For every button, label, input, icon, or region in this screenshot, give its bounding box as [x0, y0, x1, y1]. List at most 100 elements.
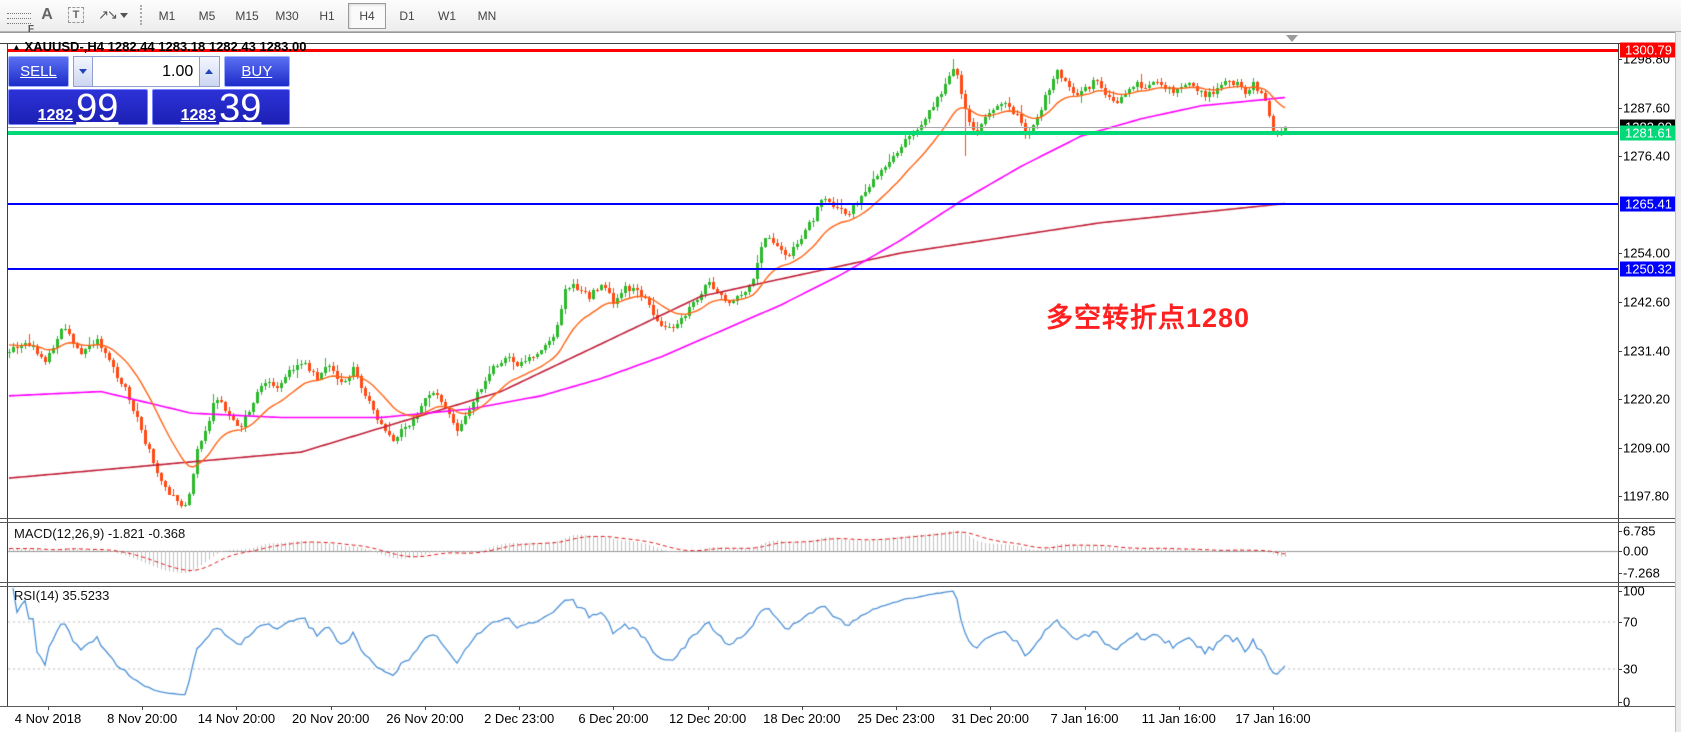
axis-tick [1618, 622, 1622, 623]
time-label: 7 Jan 16:00 [1050, 711, 1119, 726]
horizontal-line-1300.79[interactable] [8, 49, 1618, 52]
price-tick-label: 1276.40 [1623, 148, 1670, 164]
chart-shift-marker[interactable] [1286, 35, 1298, 42]
separator[interactable] [0, 522, 1675, 523]
price-badge: 1281.61 [1620, 125, 1677, 141]
time-label: 11 Jan 16:00 [1141, 711, 1216, 726]
triangle-up-icon [205, 69, 214, 74]
time-tick [707, 706, 709, 710]
price-tick-label: 1209.00 [1623, 440, 1670, 456]
axis-tick [1618, 302, 1622, 303]
rsi-axis-label: 100 [1623, 583, 1645, 599]
time-tick [1178, 706, 1180, 710]
fibonacci-icon-letter: F [27, 24, 34, 35]
separator[interactable] [0, 518, 1675, 519]
horizontal-line-1283[interactable] [8, 127, 1618, 128]
plot-right-border [1618, 43, 1619, 706]
sell-price-big: 99 [76, 87, 119, 129]
time-tick [48, 706, 49, 710]
tf-button-m1[interactable]: M1 [158, 9, 176, 23]
time-label: 8 Nov 20:00 [107, 711, 178, 726]
axis-tick [1618, 530, 1622, 532]
separator[interactable] [0, 582, 1675, 583]
text-tool-icon[interactable]: A [41, 6, 53, 23]
plot-left-border [7, 43, 8, 706]
symbol-name: XAUUSD-,H4 [24, 39, 105, 54]
sell-price-box[interactable]: 1282 99 [8, 87, 148, 129]
macd-label: MACD(12,26,9) -1.821 -0.368 [14, 526, 186, 541]
axis-tick [1618, 551, 1622, 552]
time-label: 6 Dec 20:00 [578, 711, 649, 726]
price-tick-label: 1254.00 [1623, 245, 1670, 261]
volume-input[interactable] [93, 56, 200, 87]
time-tick [1084, 706, 1086, 710]
tf-button-m30[interactable]: M30 [275, 9, 299, 23]
axis-tick [1618, 448, 1622, 449]
time-label: 20 Nov 20:00 [292, 711, 370, 726]
plot-top-border [0, 43, 1675, 44]
macd-axis-label: 6.785 [1623, 523, 1656, 538]
axis-tick [1618, 108, 1622, 109]
chart-annotation-text: 多空转折点1280 [1046, 303, 1251, 333]
arrows-tool-icon[interactable]: ↗↘ [96, 3, 130, 27]
chart-canvas[interactable] [0, 32, 1681, 732]
buy-button[interactable]: BUY [223, 56, 290, 87]
price-tick-label: 1231.40 [1623, 343, 1670, 359]
tf-button-m5[interactable]: M5 [198, 9, 216, 23]
horizontal-line-1281.61[interactable] [8, 131, 1618, 135]
window-right-edge [1675, 32, 1681, 732]
horizontal-line-1250.32[interactable] [8, 268, 1618, 270]
axis-tick [1618, 496, 1622, 497]
buy-price-small: 1283 [180, 107, 217, 124]
time-tick [613, 706, 615, 710]
tf-button-w1[interactable]: W1 [438, 9, 456, 23]
tf-button-h4[interactable]: H4 [348, 3, 386, 29]
price-tick-label: 1197.80 [1623, 488, 1670, 504]
axis-tick [1618, 399, 1622, 400]
axis-tick [1618, 591, 1622, 592]
volume-increase-button[interactable] [199, 56, 220, 87]
time-tick [424, 706, 426, 710]
time-tick [990, 706, 992, 710]
ohlc-values: 1282.44 1283.18 1282.43 1283.00 [107, 39, 307, 54]
axis-tick [1618, 702, 1622, 703]
price-badge: 1300.79 [1620, 42, 1677, 58]
tf-button-m15[interactable]: M15 [235, 9, 259, 23]
time-label: 18 Dec 20:00 [763, 711, 841, 726]
sell-button[interactable]: SELL [8, 56, 69, 87]
tf-button-d1[interactable]: D1 [399, 9, 415, 23]
buy-price-box[interactable]: 1283 39 [152, 89, 290, 127]
price-badge: 1250.32 [1620, 261, 1677, 277]
chart-window: 1298.80 1287.60 1276.40 1254.00 1242.60 1231.… [0, 32, 1681, 732]
price-badge: 1265.41 [1620, 196, 1677, 212]
chart-title: ▲ XAUUSD-,H4 1282.44 1283.18 1282.43 128… [12, 39, 306, 54]
label-tool-icon[interactable]: T [64, 3, 88, 27]
axis-tick [1618, 253, 1622, 254]
toolbar: F A T ↗↘ M1 M5 M15 M30 H1 H4 D1 W1 MN [0, 0, 1681, 35]
time-label: 17 Jan 16:00 [1235, 711, 1311, 726]
chevron-down-icon [119, 12, 128, 18]
separator[interactable] [0, 586, 1675, 587]
time-label: 26 Nov 20:00 [386, 711, 464, 726]
rsi-label: RSI(14) 35.5233 [14, 588, 110, 603]
horizontal-line-1265.41[interactable] [8, 203, 1618, 205]
time-label: 2 Dec 23:00 [484, 711, 555, 726]
tf-button-h1[interactable]: H1 [319, 9, 335, 23]
price-tick-label: 1220.20 [1623, 391, 1670, 407]
tf-button-mn[interactable]: MN [477, 9, 497, 23]
fibonacci-icon[interactable]: F [4, 3, 34, 35]
toolbar-separator [140, 5, 142, 25]
price-tick-label: 1242.60 [1623, 294, 1670, 310]
rsi-axis-label: 70 [1623, 614, 1638, 630]
volume-decrease-button[interactable] [72, 56, 94, 87]
price-tick-label: 1287.60 [1623, 100, 1670, 116]
sell-price-small: 1282 [37, 107, 74, 124]
time-axis-line [0, 706, 1675, 707]
time-tick [519, 706, 521, 710]
time-tick [236, 706, 238, 710]
time-label: 4 Nov 2018 [14, 711, 82, 726]
symbol-triangle-icon: ▲ [12, 42, 21, 52]
time-label: 31 Dec 20:00 [951, 711, 1029, 726]
one-click-trade-panel: SELL BUY 1282 99 1283 [8, 56, 290, 129]
axis-tick [1618, 573, 1622, 574]
